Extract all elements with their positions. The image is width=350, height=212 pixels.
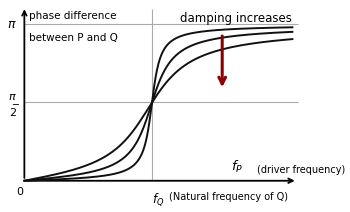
Text: (driver frequency): (driver frequency) (257, 165, 345, 175)
Text: ─: ─ (12, 100, 18, 110)
Text: damping increases: damping increases (180, 12, 292, 25)
Text: phase difference: phase difference (29, 11, 117, 21)
Text: $\pi$: $\pi$ (7, 18, 17, 31)
Text: $f_P$: $f_P$ (231, 159, 243, 175)
Text: 2: 2 (9, 109, 17, 119)
Text: (Natural frequency of Q): (Natural frequency of Q) (169, 192, 288, 202)
Text: between P and Q: between P and Q (29, 33, 118, 43)
Text: $\pi$: $\pi$ (8, 92, 17, 102)
Text: $f_Q$: $f_Q$ (152, 192, 164, 208)
Text: 0: 0 (16, 187, 23, 197)
